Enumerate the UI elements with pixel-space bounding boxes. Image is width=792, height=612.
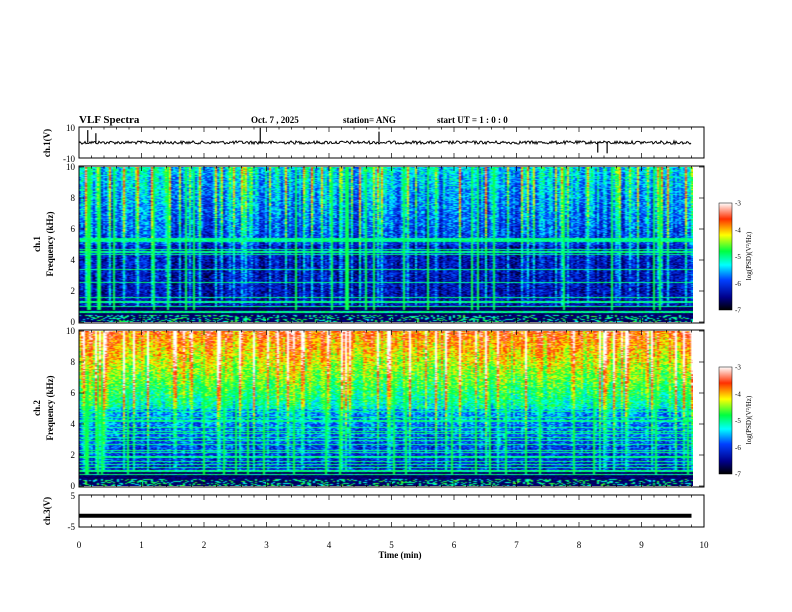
ch1-colorbar-label: log(PSD)(V²/Hz) bbox=[745, 231, 753, 280]
ch1-colorbar-tick: -6 bbox=[735, 280, 741, 288]
ch1-freq-tick-label: 4 bbox=[71, 255, 76, 265]
figure-title: VLF Spectra bbox=[79, 114, 140, 126]
ch1-ytick-top: 10 bbox=[66, 123, 76, 133]
ch2-colorbar-tick: -4 bbox=[735, 390, 741, 398]
ch2-colorbar-tick: -7 bbox=[735, 471, 741, 479]
ch3-v-ylabel: ch.3(V) bbox=[42, 497, 52, 525]
time-axis-ticks bbox=[78, 127, 705, 527]
x-tick-label: 3 bbox=[264, 540, 269, 550]
ch1-colorbar-tick: -7 bbox=[735, 307, 741, 315]
ch2-colorbar: -3 -4 -5 -6 -7 log(PSD)(V²/Hz) bbox=[718, 364, 753, 479]
x-tick-label: 4 bbox=[327, 540, 332, 550]
ch1-freq-tick-label: 0 bbox=[71, 317, 76, 327]
ch2-colorbar-label: log(PSD)(V²/Hz) bbox=[745, 395, 753, 444]
ch2-spectrogram-image bbox=[79, 331, 693, 486]
ch1-spec-ylabel-top: ch.1 bbox=[32, 236, 42, 252]
start-time-label: start UT = 1 : 0 : 0 bbox=[437, 115, 508, 125]
ch1-colorbar-tick: -4 bbox=[735, 226, 741, 234]
ch1-v-ylabel: ch.1(V) bbox=[42, 129, 52, 157]
ch3-ytick-top: 5 bbox=[71, 491, 76, 501]
ch1-freq-ticks: 0 2 4 6 8 10 bbox=[66, 162, 704, 327]
x-tick-label: 10 bbox=[700, 540, 710, 550]
ch1-freq-tick-label: 2 bbox=[71, 286, 76, 296]
ch2-spec-ylabel: Frequency (kHz) bbox=[45, 375, 55, 440]
ch1-spikes bbox=[87, 127, 608, 154]
time-axis-labels: 0 1 2 3 4 5 6 7 8 9 10 bbox=[77, 540, 709, 550]
x-tick-label: 0 bbox=[77, 540, 82, 550]
ch1-colorbar: -3 -4 -5 -6 -7 log(PSD)(V²/Hz) bbox=[718, 200, 753, 315]
ch3-ytick-bottom: -5 bbox=[68, 522, 76, 532]
ch2-colorbar-tick: -6 bbox=[735, 444, 741, 452]
time-axis-label: Time (min) bbox=[378, 550, 421, 560]
ch1-freq-tick-label: 6 bbox=[71, 224, 76, 234]
x-tick-label: 8 bbox=[577, 540, 582, 550]
x-tick-label: 2 bbox=[202, 540, 207, 550]
ch1-spectrogram-image bbox=[79, 167, 693, 322]
ch2-freq-tick-label: 4 bbox=[71, 419, 76, 429]
ch2-spec-ylabel-top: ch.2 bbox=[32, 400, 42, 416]
ch1-colorbar-tick: -3 bbox=[735, 200, 741, 208]
ch2-freq-ticks: 0 2 4 6 8 10 bbox=[66, 326, 704, 491]
ch2-freq-tick-label: 2 bbox=[71, 450, 76, 460]
x-tick-label: 6 bbox=[452, 540, 457, 550]
ch1-waveform-trace bbox=[78, 139, 692, 146]
ch1-ytick-bottom: -10 bbox=[63, 154, 75, 164]
ch2-colorbar-tick: -5 bbox=[735, 417, 741, 425]
ch2-spectrogram-panel: 0 2 4 6 8 10 ch.2 Frequency (kHz) bbox=[32, 326, 705, 491]
date-label: Oct. 7 , 2025 bbox=[251, 115, 299, 125]
station-label: station= ANG bbox=[343, 115, 396, 125]
ch1-colorbar-tick: -5 bbox=[735, 253, 741, 261]
x-tick-label: 1 bbox=[139, 540, 144, 550]
ch2-freq-tick-label: 0 bbox=[71, 481, 76, 491]
x-tick-label: 5 bbox=[389, 540, 394, 550]
ch1-spectrogram-panel: 0 2 4 6 8 10 ch.1 Frequency (kHz) bbox=[32, 162, 705, 327]
ch1-spec-ylabel: Frequency (kHz) bbox=[45, 211, 55, 276]
ch2-freq-tick-label: 8 bbox=[71, 357, 76, 367]
ch2-freq-tick-label: 6 bbox=[71, 388, 76, 398]
x-tick-label: 7 bbox=[514, 540, 519, 550]
x-tick-label: 9 bbox=[639, 540, 644, 550]
ch1-freq-tick-label: 10 bbox=[66, 162, 76, 172]
ch1-freq-tick-label: 8 bbox=[71, 193, 76, 203]
ch2-freq-tick-label: 10 bbox=[66, 326, 76, 336]
ch2-colorbar-tick: -3 bbox=[735, 364, 741, 372]
